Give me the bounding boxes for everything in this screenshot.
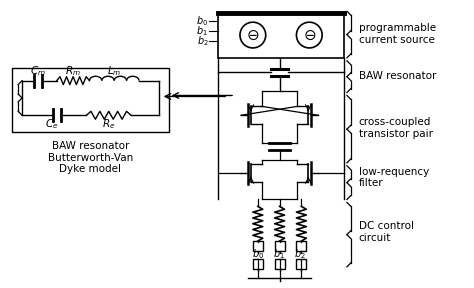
Text: $R_m$: $R_m$	[65, 64, 81, 77]
Bar	[296, 259, 306, 269]
Text: $R_e$: $R_e$	[101, 117, 115, 131]
Bar	[274, 259, 284, 269]
Text: $\ominus$: $\ominus$	[302, 28, 316, 43]
Text: $b_1$: $b_1$	[273, 247, 284, 261]
Bar	[253, 241, 263, 251]
Text: $b_2$: $b_2$	[197, 34, 208, 48]
Text: $L_m$: $L_m$	[107, 64, 121, 77]
Text: $b_0$: $b_0$	[252, 247, 264, 261]
Bar	[274, 241, 284, 251]
Text: $b_2$: $b_2$	[294, 247, 306, 261]
Text: programmable
current source: programmable current source	[359, 23, 436, 45]
Text: $\ominus$: $\ominus$	[246, 28, 260, 43]
Bar	[296, 241, 306, 251]
Circle shape	[240, 22, 266, 48]
Text: cross-coupled
transistor pair: cross-coupled transistor pair	[359, 117, 433, 139]
Text: $C_m$: $C_m$	[30, 64, 46, 77]
Bar	[253, 259, 263, 269]
Text: DC control
circuit: DC control circuit	[359, 221, 414, 243]
Text: BAW resonator: BAW resonator	[359, 71, 436, 81]
Bar	[218, 13, 344, 58]
Text: $b_1$: $b_1$	[197, 24, 208, 38]
Text: $b_0$: $b_0$	[196, 14, 208, 28]
Bar	[12, 68, 169, 132]
Text: low-requency
filter: low-requency filter	[359, 167, 429, 188]
Text: BAW resonator
Butterworth-Van
Dyke model: BAW resonator Butterworth-Van Dyke model	[48, 141, 133, 175]
Text: $C_e$: $C_e$	[45, 117, 58, 131]
Circle shape	[296, 22, 322, 48]
